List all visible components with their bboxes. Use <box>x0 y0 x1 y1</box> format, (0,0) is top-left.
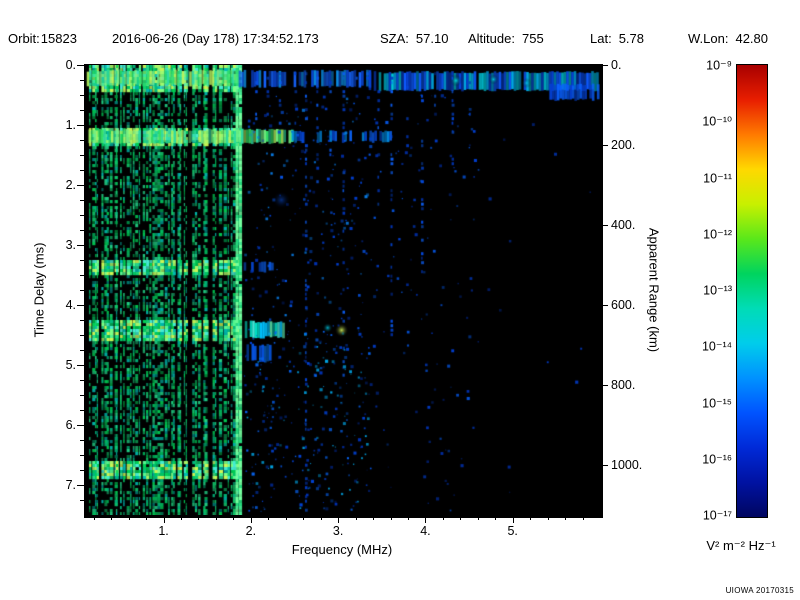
header-field-value: 5.78 <box>618 31 644 46</box>
colorbar-tick-label: 10⁻¹⁰ <box>702 114 732 129</box>
header-field: Lat: 5.78 <box>590 31 644 46</box>
header-field-label: Lat: <box>590 31 612 46</box>
range-tick-label: 400. <box>611 218 636 232</box>
header-info-bar: Orbit:15823 2016-06-26 (Day 178) 17:34:52… <box>0 31 800 49</box>
header-field-label: Altitude: <box>468 31 515 46</box>
colorbar-tick-label: 10⁻¹⁷ <box>702 508 732 523</box>
header-field: Altitude: 755 <box>468 31 544 46</box>
watermark: UIOWA 20170315 <box>725 586 794 595</box>
colorbar-tick-label: 10⁻¹⁴ <box>701 339 732 354</box>
header-field: 2016-06-26 (Day 178) 17:34:52.173 <box>112 31 319 46</box>
x-axis-title: Frequency (MHz) <box>291 542 393 557</box>
y-tick-label: 5. <box>65 358 76 372</box>
y-tick-label: 4. <box>65 298 76 312</box>
y2-axis-title: Apparent Range (km) <box>646 227 662 353</box>
header-field-label: Orbit: <box>8 31 40 46</box>
colorbar-tick-label: 10⁻⁹ <box>706 58 732 73</box>
x-tick-label: 5. <box>507 524 518 538</box>
x-tick-label: 2. <box>245 524 257 538</box>
y-axis-title: Time Delay (ms) <box>31 242 47 338</box>
header-field: Orbit:15823 <box>8 31 77 46</box>
header-field: SZA: 57.10 <box>380 31 448 46</box>
header-field: W.Lon: 42.80 <box>688 31 768 46</box>
header-field-value: 42.80 <box>735 31 769 46</box>
plot-frame <box>84 64 603 518</box>
colorbar-units-label: V² m⁻² Hz⁻¹ <box>706 538 776 553</box>
ionogram-heatmap <box>85 65 600 515</box>
y-tick-label: 6. <box>65 418 76 432</box>
range-tick-label: 0. <box>611 58 622 72</box>
colorbar-tick-label: 10⁻¹² <box>703 227 732 242</box>
range-tick-label: 800. <box>611 378 636 392</box>
y-tick-label: 0. <box>65 58 76 72</box>
tick-mark <box>77 185 84 186</box>
header-field-label: W.Lon: <box>688 31 729 46</box>
colorbar-tick-label: 10⁻¹⁶ <box>702 452 732 467</box>
tick-mark <box>77 425 84 426</box>
header-field-value: 755 <box>521 31 544 46</box>
colorbar-tick-label: 10⁻¹¹ <box>703 171 732 185</box>
colorbar-tick-label: 10⁻¹⁵ <box>702 396 732 410</box>
colorbar <box>736 64 768 518</box>
tick-mark <box>77 245 84 246</box>
tick-mark <box>77 65 84 66</box>
header-field-value: 57.10 <box>415 31 449 46</box>
y-tick-label: 2. <box>65 178 76 192</box>
x-tick-label: 1. <box>158 524 169 538</box>
header-field-value: 15823 <box>40 31 77 46</box>
tick-mark <box>77 365 84 366</box>
tick-mark <box>77 485 84 486</box>
y-tick-label: 3. <box>65 238 76 252</box>
header-field-value: 2016-06-26 (Day 178) 17:34:52.173 <box>112 31 319 46</box>
range-tick-label: 1000. <box>611 458 643 472</box>
colorbar-tick-label: 10⁻¹³ <box>703 283 732 298</box>
header-field-label: SZA: <box>380 31 409 46</box>
y-tick-label: 1. <box>65 118 76 132</box>
tick-mark <box>77 125 84 126</box>
tick-mark <box>77 305 84 306</box>
x-tick-label: 3. <box>332 524 344 538</box>
x-tick-label: 4. <box>420 524 431 538</box>
range-tick-label: 200. <box>611 138 636 152</box>
y-tick-label: 7. <box>65 478 76 492</box>
range-tick-label: 600. <box>611 298 636 312</box>
